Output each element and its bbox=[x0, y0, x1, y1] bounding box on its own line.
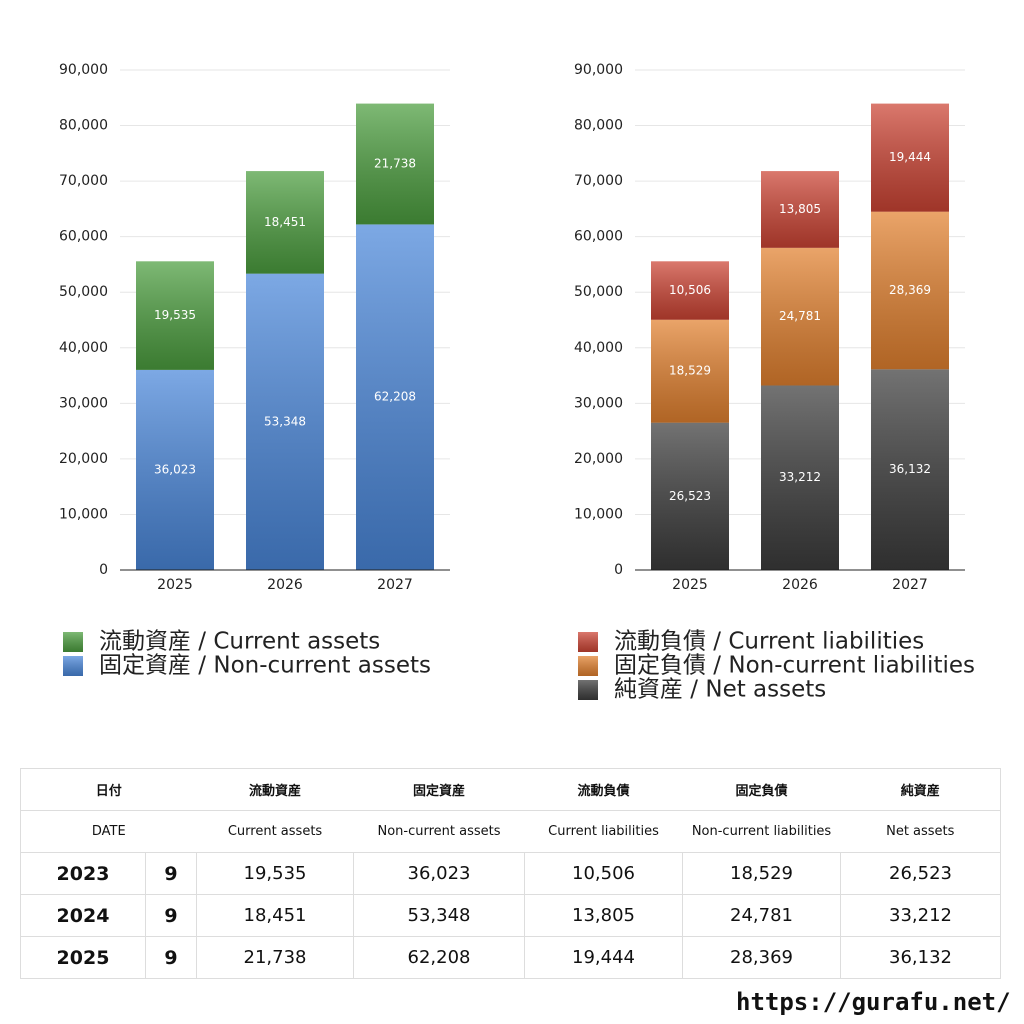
table-row: 2025 9 21,738 62,208 19,444 28,369 36,132 bbox=[20, 936, 1001, 979]
legend-shade bbox=[63, 656, 83, 676]
value-label: 33,212 bbox=[779, 470, 821, 484]
table-cell: 19,444 bbox=[524, 936, 683, 979]
header-cell: Non-current liabilities bbox=[682, 810, 841, 853]
legend-label: 流動負債 / Current liabilities bbox=[614, 629, 924, 655]
header-cell: 流動負債 bbox=[524, 768, 683, 811]
table-cell: 13,805 bbox=[524, 894, 683, 937]
table-cell: 9 bbox=[144, 936, 197, 979]
table-cell: 2024 bbox=[20, 894, 146, 937]
table-cell: 18,529 bbox=[682, 852, 841, 895]
y-tick-label: 80,000 bbox=[574, 118, 623, 134]
table-cell: 21,738 bbox=[196, 936, 354, 979]
y-tick-label: 10,000 bbox=[574, 506, 623, 522]
table-cell: 2023 bbox=[20, 852, 146, 895]
value-label: 26,523 bbox=[669, 489, 711, 503]
header-cell: DATE bbox=[20, 810, 197, 853]
table-cell: 24,781 bbox=[682, 894, 841, 937]
legend-label: 流動資産 / Current assets bbox=[99, 629, 380, 655]
table-cell: 10,506 bbox=[524, 852, 683, 895]
x-tick-label: 2027 bbox=[377, 577, 413, 593]
header-cell: 固定負債 bbox=[682, 768, 841, 811]
table-row: 2023 9 19,535 36,023 10,506 18,529 26,523 bbox=[20, 852, 1001, 895]
header-cell: 流動資産 bbox=[196, 768, 354, 811]
value-label: 62,208 bbox=[374, 390, 416, 404]
value-label: 19,444 bbox=[889, 150, 931, 164]
y-tick-label: 70,000 bbox=[574, 173, 623, 189]
header-cell: Non-current assets bbox=[353, 810, 525, 853]
legend-shade bbox=[578, 656, 598, 676]
subheader-row: DATE Current assets Non-current assets C… bbox=[20, 810, 1001, 853]
y-tick-label: 0 bbox=[99, 562, 108, 578]
table-cell: 9 bbox=[144, 852, 197, 895]
header-cell: 日付 bbox=[20, 768, 197, 811]
header-cell: 固定資産 bbox=[353, 768, 525, 811]
y-tick-label: 50,000 bbox=[59, 284, 108, 300]
x-tick-label: 2026 bbox=[267, 577, 303, 593]
table-body: 2023 9 19,535 36,023 10,506 18,529 26,523 2024 9… bbox=[20, 852, 1001, 979]
header-cell: Current liabilities bbox=[524, 810, 683, 853]
table-cell: 62,208 bbox=[353, 936, 525, 979]
y-tick-label: 20,000 bbox=[574, 451, 623, 467]
header-row: 日付 流動資産 固定資産 流動負債 固定負債 純資産 bbox=[20, 768, 1001, 811]
header-cell: Current assets bbox=[196, 810, 354, 853]
y-tick-label: 40,000 bbox=[59, 340, 108, 356]
x-tick-label: 2027 bbox=[892, 577, 928, 593]
value-label: 36,132 bbox=[889, 462, 931, 476]
y-tick-label: 60,000 bbox=[59, 229, 108, 245]
value-label: 21,738 bbox=[374, 157, 416, 171]
table-cell: 19,535 bbox=[196, 852, 354, 895]
header-cell: Net assets bbox=[840, 810, 1001, 853]
value-label: 18,451 bbox=[264, 215, 306, 229]
data-table: 日付 流動資産 固定資産 流動負債 固定負債 純資産 DATE Current … bbox=[20, 768, 1002, 979]
table-cell: 26,523 bbox=[840, 852, 1001, 895]
y-tick-label: 80,000 bbox=[59, 118, 108, 134]
legend-shade bbox=[63, 632, 83, 652]
legend-shade bbox=[578, 632, 598, 652]
table-cell: 9 bbox=[144, 894, 197, 937]
header-cell: 純資産 bbox=[840, 768, 1001, 811]
value-label: 13,805 bbox=[779, 202, 821, 216]
table-cell: 36,023 bbox=[353, 852, 525, 895]
y-tick-label: 20,000 bbox=[59, 451, 108, 467]
y-tick-label: 30,000 bbox=[574, 395, 623, 411]
y-tick-label: 0 bbox=[614, 562, 623, 578]
value-label: 19,535 bbox=[154, 308, 196, 322]
y-tick-label: 60,000 bbox=[574, 229, 623, 245]
y-tick-label: 90,000 bbox=[59, 62, 108, 78]
y-tick-label: 30,000 bbox=[59, 395, 108, 411]
value-label: 10,506 bbox=[669, 283, 711, 297]
y-tick-label: 90,000 bbox=[574, 62, 623, 78]
y-tick-label: 40,000 bbox=[574, 340, 623, 356]
legend-label: 純資産 / Net assets bbox=[614, 677, 826, 703]
value-label: 53,348 bbox=[264, 414, 306, 428]
value-label: 28,369 bbox=[889, 283, 931, 297]
footer-url: https://gurafu.net/ bbox=[736, 988, 1011, 1016]
table-cell: 18,451 bbox=[196, 894, 354, 937]
table-row: 2024 9 18,451 53,348 13,805 24,781 33,212 bbox=[20, 894, 1001, 937]
x-tick-label: 2025 bbox=[157, 577, 193, 593]
x-tick-label: 2026 bbox=[782, 577, 818, 593]
table-cell: 53,348 bbox=[353, 894, 525, 937]
table-cell: 33,212 bbox=[840, 894, 1001, 937]
legend-label: 固定資産 / Non-current assets bbox=[99, 653, 431, 679]
y-tick-label: 10,000 bbox=[59, 506, 108, 522]
legend-label: 固定負債 / Non-current liabilities bbox=[614, 653, 975, 679]
table-cell: 36,132 bbox=[840, 936, 1001, 979]
legend-shade bbox=[578, 680, 598, 700]
table-cell: 28,369 bbox=[682, 936, 841, 979]
x-tick-label: 2025 bbox=[672, 577, 708, 593]
charts: 0 10,000 20,000 30,000 40,000 50,000 60,000 70,… bbox=[59, 62, 975, 703]
y-tick-label: 50,000 bbox=[574, 284, 623, 300]
value-label: 24,781 bbox=[779, 309, 821, 323]
y-tick-label: 70,000 bbox=[59, 173, 108, 189]
value-label: 36,023 bbox=[154, 462, 196, 476]
table-cell: 2025 bbox=[20, 936, 146, 979]
value-label: 18,529 bbox=[669, 364, 711, 378]
